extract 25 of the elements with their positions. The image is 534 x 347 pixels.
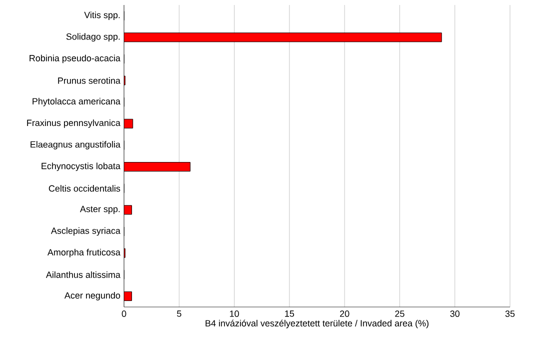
bar bbox=[124, 32, 442, 42]
y-tick-label: Echynocystis lobata bbox=[42, 162, 120, 171]
y-tick-label: Celtis occidentalis bbox=[48, 185, 120, 192]
y-tick-label: Solidago spp. bbox=[66, 33, 120, 42]
y-tick-label: Robinia pseudo-acacia bbox=[30, 54, 120, 64]
y-tick-label: Amorpha fruticosa bbox=[47, 248, 120, 258]
y-tick-label: Fraxinus pennsylvanica bbox=[27, 119, 120, 128]
y-tick-label: Elaeagnus angustifolia bbox=[30, 141, 120, 150]
y-tick-label: Vitis spp. bbox=[84, 12, 120, 20]
y-tick-label: Ailanthus altissima bbox=[46, 271, 120, 278]
x-tick-label: 5 bbox=[177, 310, 182, 317]
x-tick-label: 25 bbox=[395, 310, 404, 317]
x-tick-label: 15 bbox=[285, 310, 294, 317]
y-tick-label: Aster spp. bbox=[80, 206, 120, 214]
x-tick-label: 10 bbox=[230, 310, 239, 317]
y-tick-label: Asclepias syriaca bbox=[50, 227, 120, 236]
y-tick-label: Acer negundo bbox=[64, 292, 120, 300]
x-tick-label: 20 bbox=[340, 310, 350, 317]
x-axis-title: B4 invázióval veszélyeztetett területe / Invaded area (%) bbox=[206, 320, 428, 328]
y-tick-label: Prunus serotina bbox=[58, 77, 120, 84]
x-tick-label: 30 bbox=[450, 310, 460, 317]
x-tick-label: 35 bbox=[505, 310, 515, 317]
bar bbox=[124, 162, 190, 172]
x-tick-label: 0 bbox=[122, 310, 126, 317]
y-tick-label: Phytolacca americana bbox=[32, 98, 120, 106]
